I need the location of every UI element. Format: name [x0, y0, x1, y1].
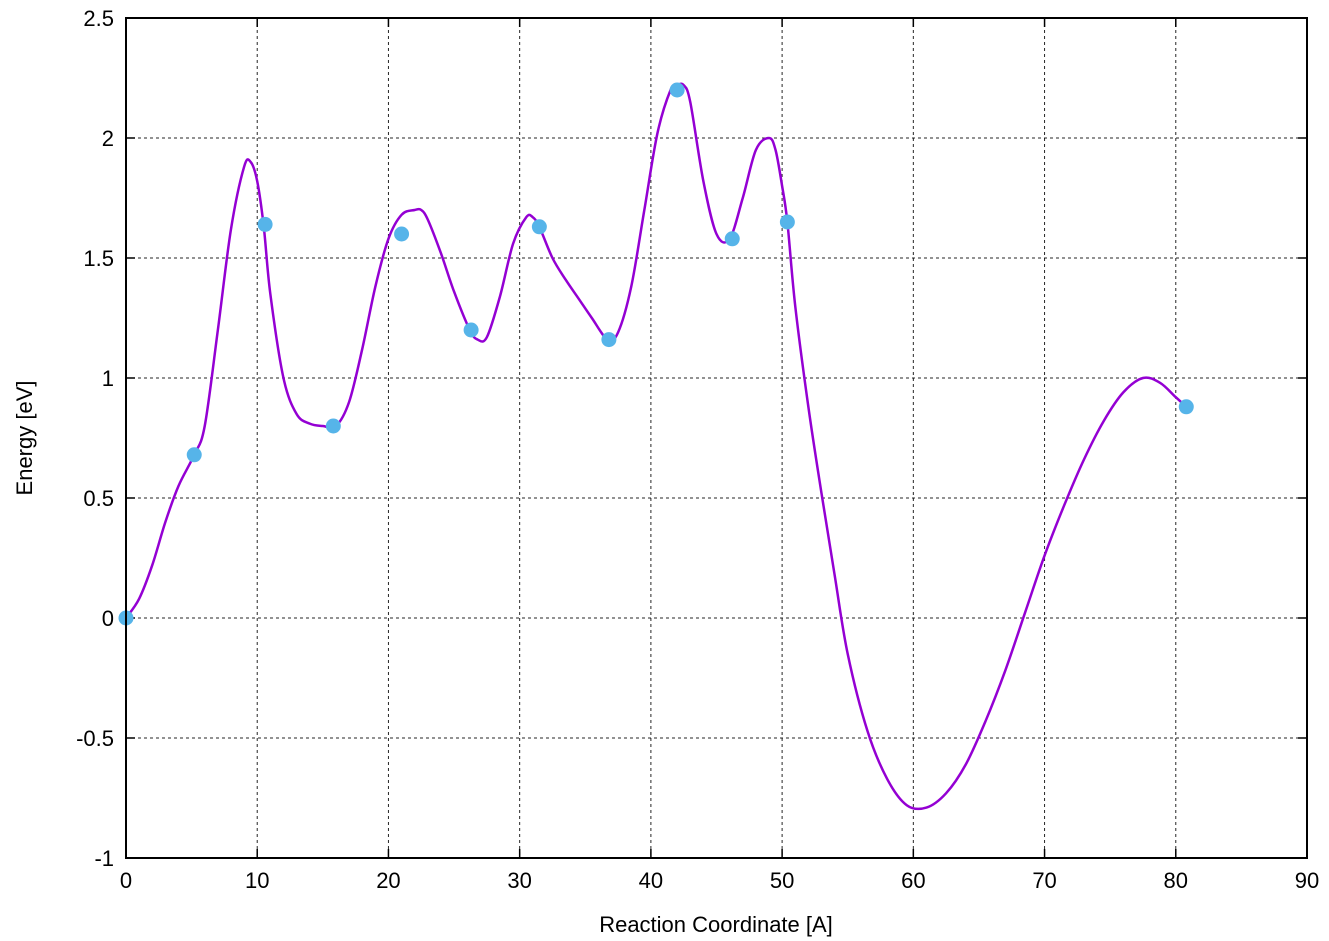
- image-point: [257, 216, 273, 232]
- x-tick-label: 90: [1295, 868, 1319, 893]
- image-point: [601, 332, 617, 348]
- axis-ticks: 0 10 20 30 40 50 60 70 80 90 -1 -0.5 0 0.5 1 1.5 2 2.5: [76, 6, 1319, 893]
- image-point: [325, 418, 341, 434]
- x-tick-label: 30: [507, 868, 531, 893]
- energy-curve: [124, 82, 1188, 811]
- image-point: [669, 82, 685, 98]
- x-axis-title: Reaction Coordinate [A]: [599, 912, 833, 937]
- image-point: [394, 226, 410, 242]
- x-tick-label: 60: [901, 868, 925, 893]
- x-tick-label: 80: [1164, 868, 1188, 893]
- y-tick-label: 0: [102, 606, 114, 631]
- x-tick-label: 20: [376, 868, 400, 893]
- y-tick-label: 0.5: [83, 486, 114, 511]
- image-point: [724, 231, 740, 247]
- x-tick-label: 50: [770, 868, 794, 893]
- y-tick-label: 2.5: [83, 6, 114, 31]
- plot-frame: [125, 17, 1308, 859]
- image-point: [186, 447, 202, 463]
- x-tick-label: 40: [639, 868, 663, 893]
- series-layer: [118, 82, 1194, 811]
- x-tick-label: 70: [1032, 868, 1056, 893]
- y-tick-label: -1: [94, 846, 114, 871]
- image-point: [531, 219, 547, 235]
- x-tick-label: 0: [120, 868, 132, 893]
- y-tick-label: 2: [102, 126, 114, 151]
- grid: [126, 18, 1307, 858]
- y-tick-label: 1.5: [83, 246, 114, 271]
- y-axis-title: Energy [eV]: [12, 381, 37, 496]
- y-tick-label: -0.5: [76, 726, 114, 751]
- image-point: [463, 322, 479, 338]
- x-tick-label: 10: [245, 868, 269, 893]
- y-tick-label: 1: [102, 366, 114, 391]
- image-point: [779, 214, 795, 230]
- image-point: [1178, 399, 1194, 415]
